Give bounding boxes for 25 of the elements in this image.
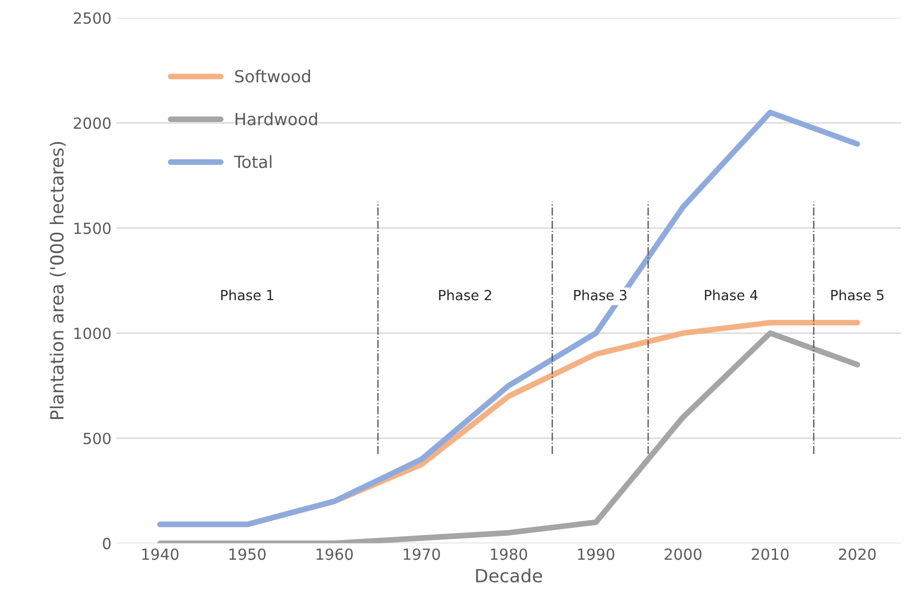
y-tick-label: 0 [102,538,111,550]
annotation: Phase 3 [574,290,626,300]
annotation: Phase 1 [221,290,274,300]
legend-label: Total [234,155,272,168]
x-tick-label: 2000 [664,548,702,560]
x-tick-label: 1970 [404,548,440,560]
legend-label: Hardwood [236,112,318,126]
x-tick-label: 1950 [229,548,266,560]
y-axis-title: Plantation area ('000 hectares) [50,142,66,419]
x-tick-label: 2020 [839,548,876,560]
y-tick-label: 2500 [74,12,111,24]
x-axis-title: Decade [476,568,542,582]
x-tick-label: 1990 [578,548,614,560]
annotation: Phase 2 [439,290,492,300]
x-tick-label: 1940 [142,548,178,560]
y-tick-label: 1500 [74,222,111,234]
y-tick-label: 1000 [74,328,111,340]
x-tick-label: 1980 [490,548,528,560]
x-tick-label: 1960 [316,548,353,560]
legend-label: Softwood [235,70,310,83]
y-tick-label: 500 [84,432,111,444]
x-tick-label: 2010 [752,548,789,560]
annotation: Phase 4 [704,290,758,300]
y-tick-label: 2000 [74,117,111,129]
annotation: Phase 5 [831,290,884,300]
